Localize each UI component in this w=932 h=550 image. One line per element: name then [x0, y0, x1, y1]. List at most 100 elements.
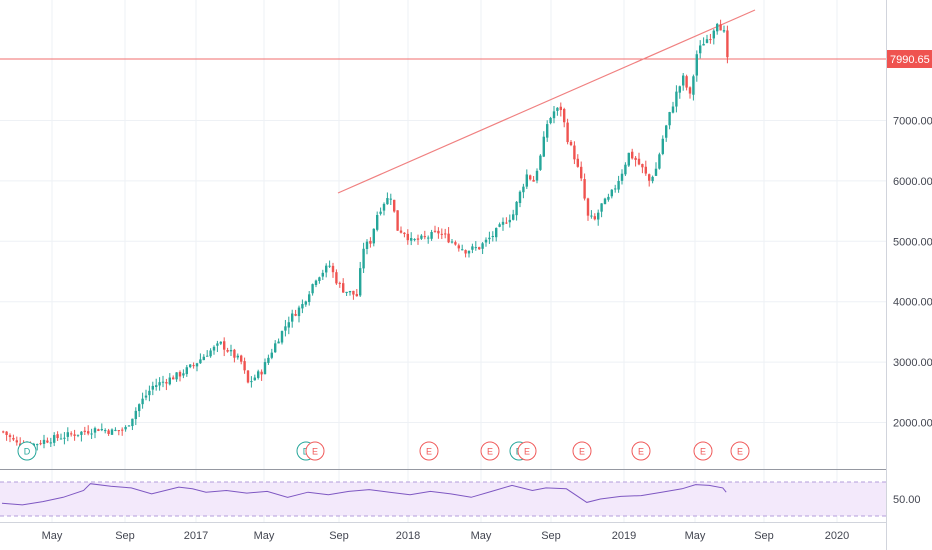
- candle-body: [576, 158, 579, 167]
- candle-body: [301, 304, 304, 309]
- candle-body: [110, 429, 114, 435]
- candle-body: [648, 174, 651, 181]
- candle-body: [529, 175, 532, 180]
- candle-body: [328, 265, 331, 267]
- candle-body: [121, 429, 124, 431]
- candle-body: [277, 341, 280, 344]
- candle-body: [620, 173, 624, 181]
- candle-body: [236, 355, 239, 358]
- candle-body: [580, 166, 583, 179]
- candle-body: [566, 122, 569, 143]
- earnings-marker[interactable]: E: [480, 441, 500, 461]
- earnings-marker[interactable]: E: [305, 441, 325, 461]
- time-tick-label: 2020: [825, 530, 849, 542]
- candle-body: [512, 214, 515, 220]
- time-tick-label: May: [254, 530, 275, 542]
- earnings-marker[interactable]: E: [572, 441, 592, 461]
- candle-body: [100, 429, 103, 431]
- candle-body: [355, 294, 358, 297]
- candle-body: [253, 377, 256, 381]
- candle-body: [699, 45, 702, 54]
- candle-body: [702, 43, 705, 46]
- candle-body: [348, 291, 352, 293]
- earnings-marker[interactable]: E: [517, 441, 537, 461]
- current-price-tag: 7990.65: [887, 50, 932, 68]
- candle-body: [63, 437, 66, 439]
- candle-body: [42, 439, 46, 444]
- candle-body: [614, 188, 617, 190]
- earnings-marker[interactable]: E: [631, 441, 651, 461]
- earnings-marker[interactable]: E: [730, 441, 750, 461]
- candle-body: [457, 245, 460, 249]
- candle-body: [206, 355, 209, 357]
- candle-body: [549, 117, 552, 124]
- candle-body: [559, 106, 562, 111]
- candle-body: [481, 243, 484, 249]
- candle-body: [586, 198, 590, 216]
- candle-body: [104, 430, 107, 432]
- candle-body: [665, 125, 668, 138]
- candle-body: [12, 437, 15, 440]
- candle-body: [722, 30, 726, 32]
- candle-body: [172, 377, 175, 380]
- candle-body: [151, 385, 154, 390]
- candle-body: [420, 235, 423, 239]
- candle-body: [46, 440, 49, 443]
- candle-body: [406, 233, 409, 241]
- candle-body: [403, 232, 406, 235]
- earnings-marker[interactable]: E: [419, 441, 439, 461]
- candle-body: [495, 228, 498, 238]
- candle-body: [49, 442, 52, 444]
- rsi-level-label: 50.00: [893, 494, 921, 506]
- candle-body: [617, 180, 620, 190]
- candle-body: [178, 371, 182, 377]
- dividend-marker[interactable]: D: [17, 441, 37, 461]
- rsi-pane: [0, 481, 886, 517]
- candle-body: [631, 151, 634, 159]
- time-axis[interactable]: May Sep 2017 May Sep 2018 May Sep 2019 May Sep 2020: [42, 530, 850, 542]
- candle-body: [291, 313, 294, 322]
- event-marker-label: E: [737, 447, 743, 457]
- candle-body: [311, 284, 314, 294]
- candle-body: [209, 350, 212, 357]
- candle-body: [138, 404, 141, 412]
- candle-body: [501, 221, 505, 225]
- candle-body: [107, 430, 110, 434]
- candle-body: [294, 313, 297, 316]
- event-marker-label: E: [312, 447, 318, 457]
- candle-body: [243, 361, 246, 371]
- candle-body: [461, 249, 464, 251]
- candle-body: [447, 233, 450, 243]
- candle-body: [716, 23, 719, 32]
- candle-body: [508, 219, 511, 223]
- candle-body: [280, 331, 284, 343]
- candle-body: [318, 277, 321, 281]
- candle-body: [719, 24, 722, 31]
- candle-body: [314, 280, 318, 285]
- time-tick-label: May: [685, 530, 706, 542]
- price-axis[interactable]: 2000.00 3000.00 4000.00 5000.00 6000.00 7000.…: [893, 116, 932, 430]
- candle-body: [610, 189, 613, 197]
- candle-body: [491, 236, 494, 238]
- candle-body: [668, 112, 671, 126]
- time-tick-label: 2019: [612, 530, 636, 542]
- candle-body: [525, 174, 528, 187]
- candle-body: [284, 326, 287, 331]
- earnings-marker[interactable]: E: [693, 441, 713, 461]
- candlestick-series: [2, 19, 729, 454]
- candle-body: [325, 265, 328, 273]
- trend-line[interactable]: [337, 9, 756, 194]
- candle-body: [199, 359, 202, 364]
- candle-body: [641, 164, 644, 168]
- time-tick-label: 2018: [396, 530, 420, 542]
- candle-body: [393, 199, 396, 212]
- candle-body: [342, 283, 345, 293]
- rsi-band: [0, 482, 886, 516]
- candle-body: [440, 233, 443, 235]
- candle-body: [117, 430, 120, 432]
- candle-body: [270, 352, 273, 358]
- candle-body: [593, 216, 596, 220]
- candle-body: [583, 179, 586, 199]
- candle-body: [573, 145, 576, 160]
